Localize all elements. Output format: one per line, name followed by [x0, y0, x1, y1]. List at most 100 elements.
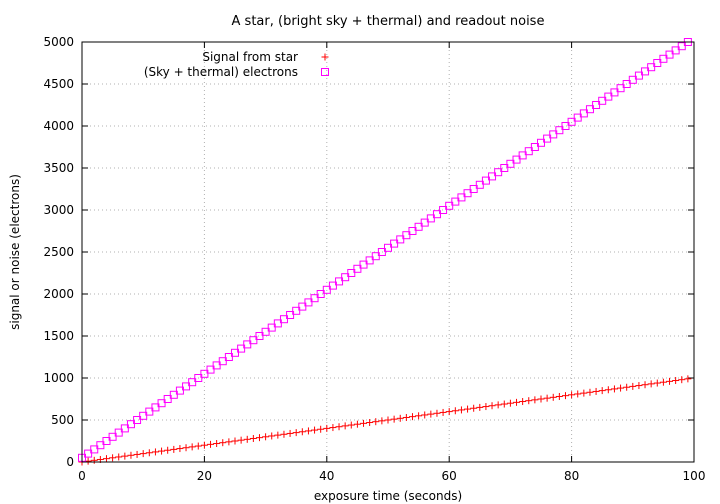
- data-point-sky-thermal: [206, 365, 215, 374]
- data-point-star: [109, 454, 117, 462]
- data-point-sky-thermal: [310, 294, 319, 303]
- data-point-sky-thermal: [585, 105, 594, 114]
- data-point-sky-thermal: [439, 206, 448, 214]
- data-point-sky-thermal: [543, 134, 552, 143]
- data-point-sky-thermal: [653, 59, 662, 67]
- data-point-star: [268, 432, 276, 440]
- y-tick-label: 3000: [43, 203, 74, 217]
- data-point-star: [335, 423, 343, 431]
- data-point-star: [133, 450, 141, 458]
- data-point-star: [323, 424, 331, 432]
- data-point-sky-thermal: [579, 109, 588, 118]
- data-point-sky-thermal: [261, 327, 270, 336]
- data-point-sky-thermal: [494, 168, 503, 177]
- data-point-star: [574, 390, 582, 398]
- data-point-star: [445, 408, 453, 416]
- data-point-sky-thermal: [255, 332, 264, 340]
- y-tick-label: 5000: [43, 35, 74, 49]
- data-point-star: [274, 431, 282, 439]
- data-point-star: [237, 436, 245, 444]
- data-point-sky-thermal: [126, 420, 135, 429]
- data-point-sky-thermal: [212, 361, 221, 370]
- data-point-star: [433, 409, 441, 417]
- data-point-star: [396, 414, 404, 422]
- data-point-star: [341, 422, 349, 430]
- data-point-sky-thermal: [243, 340, 252, 349]
- data-point-star: [513, 398, 521, 406]
- data-point-star: [121, 452, 129, 460]
- data-point-star: [378, 417, 386, 425]
- data-point-sky-thermal: [151, 403, 160, 412]
- data-point-star: [384, 416, 392, 424]
- y-tick-label: 0: [66, 455, 74, 469]
- data-point-star: [243, 435, 251, 443]
- x-tick-label: 100: [683, 469, 706, 483]
- y-tick-label: 1000: [43, 371, 74, 385]
- data-point-star: [219, 439, 227, 447]
- y-tick-label: 2500: [43, 245, 74, 259]
- data-point-star: [684, 375, 692, 383]
- data-point-sky-thermal: [298, 302, 307, 311]
- data-point-star: [537, 395, 545, 403]
- data-point-sky-thermal: [114, 428, 123, 437]
- data-point-sky-thermal: [218, 357, 227, 366]
- data-point-sky-thermal: [188, 378, 197, 387]
- data-point-star: [329, 424, 337, 432]
- data-point-star: [311, 426, 319, 434]
- data-point-sky-thermal: [488, 172, 497, 181]
- data-point-star: [90, 456, 98, 464]
- data-point-sky-thermal: [139, 411, 148, 420]
- data-point-sky-thermal: [414, 222, 423, 231]
- x-tick-label: 80: [564, 469, 579, 483]
- data-point-star: [408, 413, 416, 421]
- data-point-star: [519, 398, 527, 406]
- grid: [82, 42, 694, 462]
- data-point-sky-thermal: [231, 348, 239, 357]
- data-point-sky-thermal: [175, 386, 184, 395]
- data-point-sky-thermal: [616, 84, 625, 93]
- data-point-star: [476, 403, 484, 411]
- y-tick-label: 500: [51, 413, 74, 427]
- y-tick-label: 4500: [43, 77, 74, 91]
- data-point-sky-thermal: [512, 155, 521, 164]
- data-point-sky-thermal: [463, 189, 472, 198]
- data-point-star: [568, 391, 576, 399]
- data-point-sky-thermal: [622, 80, 631, 88]
- data-point-star: [641, 381, 649, 389]
- data-point-star: [372, 418, 380, 426]
- data-point-star: [470, 404, 478, 412]
- data-point-sky-thermal: [286, 311, 295, 319]
- data-point-sky-thermal: [347, 269, 356, 277]
- data-point-star: [647, 380, 655, 388]
- legend-label-sky-thermal: (Sky + thermal) electrons: [144, 65, 298, 79]
- data-point-sky-thermal: [84, 449, 93, 458]
- data-point-star: [158, 447, 166, 455]
- data-point-sky-thermal: [273, 319, 282, 328]
- data-point-sky-thermal: [163, 395, 172, 403]
- data-point-star: [188, 443, 196, 451]
- data-point-star: [298, 428, 306, 436]
- data-point-star: [451, 407, 459, 415]
- data-point-sky-thermal: [567, 117, 576, 126]
- x-tick-label: 0: [78, 469, 86, 483]
- data-point-sky-thermal: [506, 159, 515, 168]
- data-point-sky-thermal: [426, 214, 435, 223]
- data-point-sky-thermal: [120, 424, 129, 433]
- data-point-sky-thermal: [561, 122, 570, 130]
- data-point-star: [506, 399, 514, 407]
- data-point-sky-thermal: [457, 193, 466, 202]
- data-point-sky-thermal: [322, 285, 331, 294]
- data-point-sky-thermal: [365, 256, 374, 265]
- data-point-star: [207, 440, 215, 448]
- data-point-star: [635, 382, 643, 390]
- data-point-star: [366, 419, 374, 427]
- data-point-sky-thermal: [133, 416, 142, 424]
- data-point-sky-thermal: [316, 290, 325, 298]
- series-1-markers: [78, 375, 692, 466]
- data-point-sky-thermal: [390, 239, 399, 248]
- data-point-star: [421, 411, 429, 419]
- data-point-star: [457, 406, 465, 414]
- data-point-star: [360, 419, 368, 427]
- legend-marker-square: [321, 68, 329, 76]
- data-point-star: [182, 444, 190, 452]
